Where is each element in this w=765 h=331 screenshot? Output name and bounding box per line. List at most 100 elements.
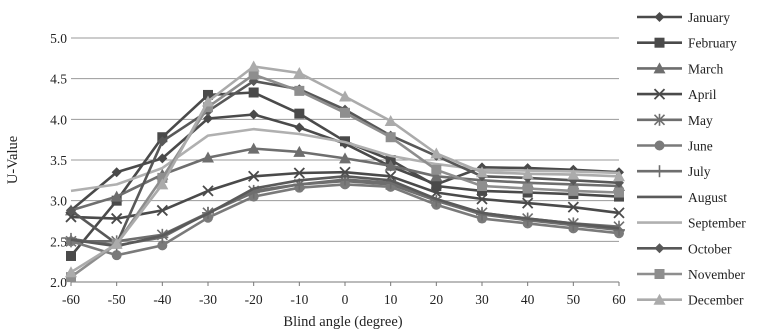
x-tick-label: -50 <box>108 292 126 307</box>
data-point <box>567 168 580 180</box>
legend-item-september: September <box>637 216 746 231</box>
data-point <box>248 109 259 120</box>
y-tick-label: 5.0 <box>50 31 67 46</box>
y-tick-label: 2.5 <box>50 234 67 249</box>
legend-item-december: December <box>637 293 744 308</box>
y-tick-label: 4.0 <box>50 112 67 127</box>
data-point <box>613 223 625 236</box>
data-point <box>385 132 396 143</box>
data-point <box>384 159 397 171</box>
legend-label: November <box>688 267 745 282</box>
data-point <box>614 187 624 198</box>
legend-item-november: November <box>637 267 745 282</box>
series-line <box>70 175 620 248</box>
legend-marker <box>654 269 665 279</box>
data-point <box>431 181 442 192</box>
legend-label: January <box>688 10 730 25</box>
x-tick-label: -60 <box>62 292 80 307</box>
data-point <box>522 183 533 194</box>
legend-marker <box>654 37 665 48</box>
legend-item-october: October <box>637 241 732 256</box>
data-point <box>248 69 259 80</box>
data-point <box>339 152 351 164</box>
data-point <box>248 87 259 98</box>
data-point <box>293 167 305 179</box>
data-point <box>294 122 305 133</box>
legend-item-february: February <box>637 36 737 51</box>
data-point <box>202 95 214 107</box>
data-point <box>294 85 305 96</box>
x-tick-label: -30 <box>199 292 217 307</box>
data-point <box>521 167 534 179</box>
legend-label: March <box>688 61 723 76</box>
data-point <box>476 193 488 205</box>
legend-label: April <box>688 87 717 102</box>
x-tick-label: -10 <box>290 292 308 307</box>
data-point <box>66 250 76 261</box>
legend-marker <box>653 62 666 74</box>
data-point <box>110 190 123 202</box>
x-tick-label: 10 <box>384 292 398 307</box>
legend-item-may: May <box>637 113 713 128</box>
data-point <box>384 114 397 126</box>
legend-label: February <box>688 36 737 51</box>
data-point <box>157 153 168 164</box>
legend-label: July <box>688 164 711 179</box>
data-point <box>65 266 77 278</box>
data-point <box>293 66 306 78</box>
legend-item-june: June <box>637 139 713 154</box>
data-point <box>567 201 579 213</box>
x-tick-label: 20 <box>430 292 444 307</box>
legend-item-january: January <box>637 10 730 25</box>
legend-marker <box>653 165 666 178</box>
data-point <box>156 204 168 217</box>
legend-label: June <box>688 139 713 154</box>
x-tick-label: -40 <box>153 292 171 307</box>
data-point <box>111 212 123 225</box>
data-point <box>613 207 625 219</box>
data-point <box>203 102 213 113</box>
y-axis-label: U-Value <box>5 136 21 184</box>
x-tick-label: 40 <box>521 292 535 307</box>
legend-label: August <box>688 190 727 205</box>
legend-marker <box>653 113 666 126</box>
legend-marker <box>654 243 665 254</box>
x-tick-labels: -60 -50 -40 -30 -20 -10 0 10 20 30 40 50 60 <box>62 292 626 307</box>
data-point <box>248 170 260 182</box>
data-point <box>568 185 579 196</box>
data-point <box>431 164 442 175</box>
data-point <box>613 170 625 182</box>
legend-label: October <box>688 241 732 256</box>
legend-item-july: July <box>637 164 711 179</box>
y-tick-label: 3.5 <box>50 153 67 168</box>
y-tick-label: 4.5 <box>50 72 67 87</box>
data-point <box>294 108 305 119</box>
data-point <box>476 166 488 178</box>
series-july <box>65 173 625 252</box>
x-axis-label: Blind angle (degree) <box>283 314 402 330</box>
legend-label: May <box>688 113 713 128</box>
legend: January February March April May June July Augu… <box>637 10 746 308</box>
legend-marker <box>654 140 665 151</box>
data-point <box>157 172 168 183</box>
series-april <box>65 166 625 225</box>
data-point <box>202 151 214 163</box>
x-tick-label: 30 <box>475 292 489 307</box>
x-tick-label: -20 <box>245 292 263 307</box>
data-point <box>203 113 213 124</box>
data-point <box>111 167 122 178</box>
series-december <box>65 60 625 278</box>
data-point <box>247 142 260 154</box>
legend-item-august: August <box>637 190 727 205</box>
data-point <box>293 145 306 157</box>
data-point <box>110 237 123 249</box>
legend-marker <box>653 293 666 305</box>
x-tick-label: 0 <box>342 292 349 307</box>
legend-marker <box>654 12 665 22</box>
data-point <box>157 240 168 251</box>
x-tick-label: 50 <box>567 292 581 307</box>
series-lines <box>65 60 625 283</box>
data-point <box>430 170 443 182</box>
data-point <box>522 197 534 209</box>
